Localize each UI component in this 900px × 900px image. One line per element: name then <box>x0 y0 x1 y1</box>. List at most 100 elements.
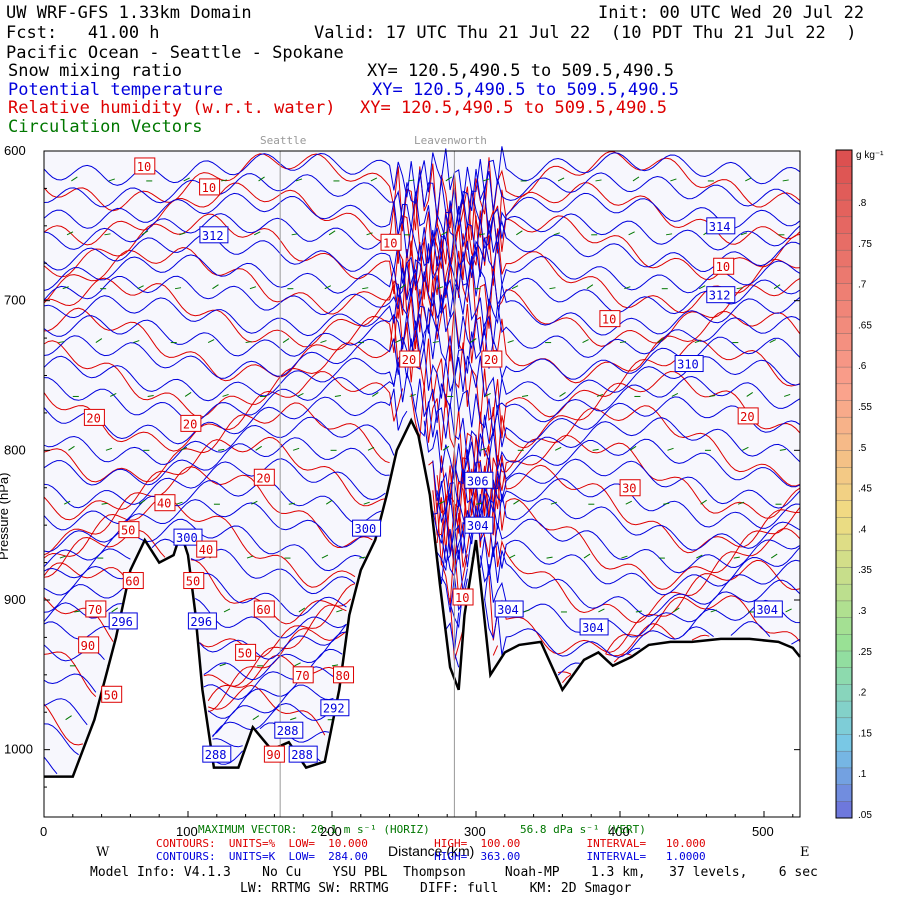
circulation-vector <box>68 445 75 451</box>
rh-contour-label-box <box>199 178 221 196</box>
circulation-vector <box>223 608 231 613</box>
circulation-vector <box>582 339 589 344</box>
rh-contour-label: 50 <box>238 646 252 660</box>
colorbar-swatch <box>836 250 852 268</box>
xy-rh: XY= 120.5,490.5 to 509.5,490.5 <box>360 98 668 118</box>
theta-contour-label: 304 <box>467 519 489 533</box>
circulation-vector <box>635 610 642 613</box>
x-tick-label: 500 <box>752 824 774 839</box>
circulation-vector <box>334 394 341 397</box>
rh-contour-label-box <box>154 494 176 512</box>
colorbar-swatch <box>836 467 852 485</box>
rh-contour-label: 10 <box>455 591 469 605</box>
colorbar-swatch <box>836 283 852 301</box>
circulation-vector <box>629 445 637 451</box>
colorbar-swatch <box>836 701 852 719</box>
y-axis-label: Pressure (hPa) <box>0 473 11 560</box>
theta-contour-label: 288 <box>205 748 227 762</box>
circulation-vector <box>696 554 703 559</box>
circulation-vector <box>249 286 257 290</box>
rh-contour-label: 40 <box>199 543 213 557</box>
colorbar-swatch <box>836 801 852 819</box>
circulation-vector <box>523 609 530 613</box>
rh-contour-label: 60 <box>256 603 270 617</box>
theta-contour <box>43 684 334 737</box>
circulation-vector <box>483 178 490 182</box>
rh-contour-label: 50 <box>121 524 135 538</box>
circulation-vector <box>363 501 370 505</box>
circulation-vector <box>297 392 304 397</box>
theta-contour-label-box <box>173 528 203 546</box>
circulation-vector <box>321 554 329 559</box>
rh-contour-label: 40 <box>157 497 171 511</box>
colorbar-label: .05 <box>858 810 872 821</box>
colorbar-swatch <box>836 200 852 218</box>
circulation-vector <box>218 448 225 451</box>
theta-contour <box>43 280 801 337</box>
circulation-vector <box>507 340 514 344</box>
rh-contour-label-box <box>333 666 355 684</box>
terrain-fill <box>44 420 800 817</box>
circulation-vector <box>328 230 336 236</box>
colorbar-swatch <box>836 450 852 468</box>
circulation-vector <box>370 177 378 182</box>
rh-contour-label: 20 <box>402 353 416 367</box>
colorbar-swatch <box>836 383 852 401</box>
circulation-vector <box>409 393 416 397</box>
circulation-vector <box>709 394 716 397</box>
circulation-vector <box>359 556 366 559</box>
circulation-vector <box>222 393 229 397</box>
rh-contour <box>43 653 632 746</box>
x-tick-label: 0 <box>40 824 47 839</box>
circulation-vector <box>180 446 188 451</box>
circulation-vector <box>184 392 192 397</box>
circulation-vector <box>553 232 560 236</box>
rh-contour-label: 20 <box>740 410 754 424</box>
rh-contour-label-box <box>481 350 503 368</box>
colorbar-swatch <box>836 517 852 535</box>
colorbar-swatch <box>836 166 852 184</box>
colorbar-swatch <box>836 333 852 351</box>
circulation-vector <box>549 287 556 290</box>
circulation-vector <box>508 554 516 559</box>
max-vector-horiz: MAXIMUM VECTOR: 20.1 m s⁻¹ (HORIZ) <box>198 823 430 836</box>
theta-contour-label-box <box>108 612 138 630</box>
colorbar-swatch <box>836 717 852 735</box>
circulation-vector <box>745 177 752 182</box>
theta-contour <box>43 362 801 437</box>
colorbar-swatch <box>836 534 852 552</box>
circulation-vector <box>624 286 631 290</box>
var-relative-humidity: Relative humidity (w.r.t. water) <box>8 98 336 118</box>
rh-contour-label: 20 <box>183 417 197 431</box>
circulation-vector <box>395 339 402 344</box>
circulation-vector <box>252 715 260 721</box>
circulation-vector <box>442 445 450 451</box>
rh-contour-label-box <box>619 479 641 497</box>
theta-contour-label-box <box>464 471 494 489</box>
rh-contour-label-box <box>118 521 140 539</box>
colorbar-swatch <box>836 233 852 251</box>
colorbar-label: .6 <box>858 361 867 372</box>
rh-contour-label: 50 <box>186 575 200 589</box>
colorbar-swatch <box>836 500 852 518</box>
rh-contour-label: 70 <box>88 603 102 617</box>
colorbar-label: .3 <box>858 606 867 617</box>
circulation-vector <box>331 664 339 667</box>
colorbar-label: .2 <box>858 688 867 699</box>
circulation-vector <box>141 230 149 236</box>
circulation-vector <box>700 499 707 505</box>
rh-contour <box>43 434 801 529</box>
circulation-vector <box>484 392 491 397</box>
rh-contour-label: 10 <box>383 236 397 250</box>
circulation-vector <box>782 179 789 182</box>
y-tick-label: 800 <box>4 442 26 457</box>
circulation-vector <box>325 499 333 505</box>
rh-contour-label-box <box>399 350 421 368</box>
circulation-vector <box>628 231 635 236</box>
circulation-vector <box>513 499 520 505</box>
circulation-vector <box>432 341 439 344</box>
contours-rh: CONTOURS: UNITS=% LOW= 10.000 HIGH= 100.… <box>156 837 706 850</box>
rh-contour-label-box <box>101 685 123 703</box>
circulation-vector <box>292 447 300 451</box>
plot-frame <box>43 150 801 818</box>
